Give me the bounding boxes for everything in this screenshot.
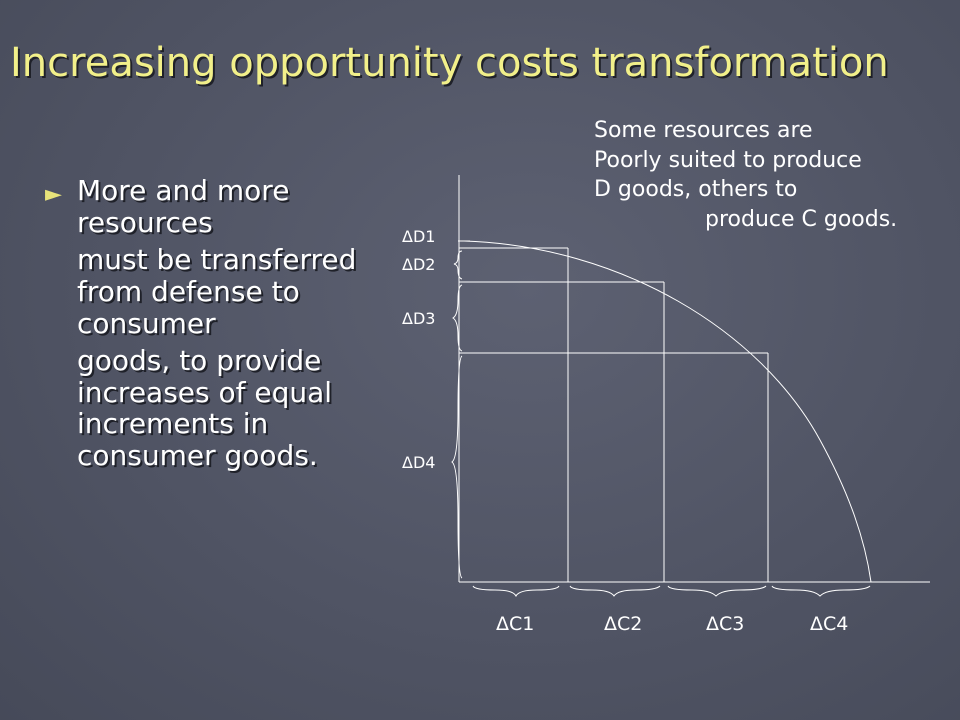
bullet-arrow-icon: ► [45,182,62,207]
bullet-block: ► More and more resources must be transf… [45,175,385,472]
brace-c4 [771,585,871,597]
bullet-line-1: More and more resources [77,174,290,239]
label-c2: ΔC2 [604,613,642,635]
label-d2: ΔD2 [402,255,435,274]
brace-c1 [472,585,560,598]
brace-d2 [453,250,463,280]
note-line-1: Some resources are [594,118,813,143]
label-c3: ΔC3 [706,613,744,635]
note-line-3: D goods, others to [594,177,798,203]
brace-c2 [569,585,661,597]
label-d3: ΔD3 [402,309,435,328]
brace-c3 [667,585,767,597]
bullet-line-2: must be transferred from defense to cons… [77,243,357,340]
label-d4: ΔD4 [402,453,435,472]
note-line-4: produce C goods. [705,207,898,233]
bullet-line-3: goods, to provide increases of equal inc… [77,344,333,472]
brace-d4 [451,355,463,579]
slide-title: Increasing opportunity costs transformat… [10,40,889,86]
resource-note: Some resources are Poorly suited to prod… [594,116,956,235]
label-c1: ΔC1 [496,613,534,635]
note-line-2: Poorly suited to produce [594,147,862,173]
ppf-curve [463,240,872,583]
label-d1: ΔD1 [402,227,435,246]
brace-d3 [452,284,463,352]
label-c4: ΔC4 [810,613,848,635]
